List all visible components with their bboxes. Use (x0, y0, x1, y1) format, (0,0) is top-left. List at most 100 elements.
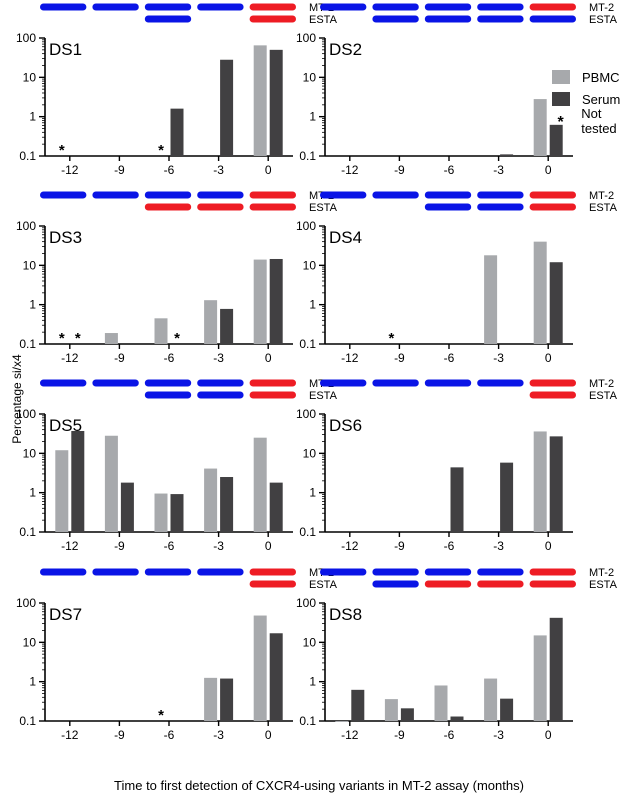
ds4-track-label-esta: ESTA (589, 202, 618, 214)
ds4-x-tick-label: 0 (545, 351, 552, 365)
ds3-serum-bar (220, 308, 234, 344)
ds1-x-tick-label: 0 (265, 163, 272, 177)
ds8-track-label-mt2: MT-2 (589, 567, 614, 579)
ds4-y-tick-label: 100 (296, 219, 316, 233)
ds2-track-label-mt2: MT-2 (589, 2, 614, 14)
ds1-pbmc-bar (253, 45, 267, 156)
ds4-x-tick-label: -9 (394, 351, 405, 365)
ds6-serum-bar (500, 462, 514, 532)
ds1-y-tick-label: 1 (29, 110, 36, 124)
ds3-y-tick-label: 10 (23, 258, 37, 272)
ds7-track-mt2-segment (92, 568, 139, 576)
legend-label-pbmc: PBMC (582, 69, 620, 85)
ds6-pbmc-bar (533, 431, 547, 532)
ds8-serum-bar (500, 698, 514, 721)
ds8-track-esta-segment (372, 580, 419, 588)
ds7-x-tick-label: 0 (265, 728, 272, 742)
ds4-y-tick-label: 1 (309, 298, 316, 312)
ds6-track-mt2-segment (424, 379, 472, 387)
ds5-panel-title: DS5 (49, 416, 82, 435)
ds5-serum-bar (71, 430, 85, 532)
legend-item-not-tested: * Not tested (552, 106, 638, 136)
ds1-y-tick-label: 100 (16, 31, 36, 45)
ds5-track-esta-segment (249, 391, 296, 399)
ds1-serum-bar (170, 108, 184, 156)
not-tested-star-icon: * (557, 114, 564, 131)
ds1-track-esta-segment (144, 15, 192, 23)
ds7-serum-bar (269, 633, 283, 721)
ds4-track-mt2-segment (477, 191, 524, 199)
legend-label-serum: Serum (582, 91, 621, 107)
ds2-track-mt2-segment (477, 3, 524, 11)
ds7-pbmc-bar (204, 677, 218, 721)
ds5-x-tick-label: -9 (114, 539, 125, 553)
ds4-not-tested-star: * (388, 330, 394, 347)
ds2-y-tick-label: 100 (296, 31, 316, 45)
ds5-track-mt2-segment (92, 379, 139, 387)
ds7-y-tick-label: 1 (29, 675, 36, 689)
ds8-pbmc-bar (335, 721, 349, 722)
ds1-panel-title: DS1 (49, 40, 82, 59)
ds3-track-esta-segment (144, 203, 192, 211)
ds2-x-tick-label: 0 (545, 163, 552, 177)
ds3-pbmc-bar (204, 300, 218, 344)
ds5-serum-bar (220, 477, 234, 532)
ds5-y-tick-label: 100 (16, 407, 36, 421)
ds4-x-tick-label: -12 (341, 351, 359, 365)
ds8-x-tick-label: 0 (545, 728, 552, 742)
ds2-track-esta-segment (424, 15, 472, 23)
ds2-serum-bar (549, 124, 563, 156)
ds3-track-esta-segment (197, 203, 244, 211)
ds7-track-label-esta: ESTA (309, 579, 338, 591)
ds6-track-mt2-segment (477, 379, 524, 387)
ds7-track-mt2-segment (249, 568, 296, 576)
ds3-y-tick-label: 0.1 (19, 337, 36, 351)
ds1-serum-bar (220, 59, 234, 156)
ds6-x-tick-label: -9 (394, 539, 405, 553)
ds6-track-label-mt2: MT-2 (589, 378, 614, 390)
ds8-pbmc-bar (434, 685, 448, 721)
x-axis-label: Time to first detection of CXCR4-using v… (114, 778, 524, 793)
ds7-x-tick-label: -6 (164, 728, 175, 742)
ds3-pbmc-bar (253, 259, 267, 344)
ds4-panel-title: DS4 (329, 228, 362, 247)
ds8-serum-bar (450, 716, 464, 721)
ds8-track-mt2-segment (320, 568, 367, 576)
ds4-track-esta-segment (477, 203, 524, 211)
ds1-track-mt2-segment (197, 3, 244, 11)
ds3-x-tick-label: -6 (164, 351, 175, 365)
ds8-track-esta-segment (477, 580, 524, 588)
ds6-y-tick-label: 100 (296, 407, 316, 421)
legend-item-serum: Serum (552, 88, 638, 110)
ds6-x-tick-label: -12 (341, 539, 359, 553)
ds5-x-tick-label: -3 (213, 539, 224, 553)
ds7-x-tick-label: -9 (114, 728, 125, 742)
ds1-x-tick-label: -9 (114, 163, 125, 177)
ds6-serum-bar (549, 436, 563, 532)
ds2-track-label-esta: ESTA (589, 14, 618, 26)
ds1-track-label-esta: ESTA (309, 14, 338, 26)
ds2-track-mt2-segment (320, 3, 367, 11)
ds2-y-tick-label: 0.1 (299, 149, 316, 163)
ds2-x-tick-label: -9 (394, 163, 405, 177)
ds5-y-tick-label: 1 (29, 486, 36, 500)
ds2-panel-title: DS2 (329, 40, 362, 59)
ds8-serum-bar (549, 617, 563, 721)
legend: PBMC Serum * Not tested (552, 66, 638, 136)
ds3-y-tick-label: 100 (16, 219, 36, 233)
ds7-track-mt2-segment (197, 568, 244, 576)
ds2-track-esta-segment (477, 15, 524, 23)
ds8-track-label-esta: ESTA (589, 579, 618, 591)
ds3-x-tick-label: -3 (213, 351, 224, 365)
ds3-track-label-esta: ESTA (309, 202, 338, 214)
ds1-track-esta-segment (249, 15, 296, 23)
ds4-pbmc-bar (533, 241, 547, 344)
ds3-pbmc-bar (104, 333, 118, 344)
ds8-track-mt2-segment (424, 568, 472, 576)
ds7-not-tested-star: * (158, 707, 164, 724)
legend-swatch-pbmc (552, 70, 570, 84)
ds8-track-mt2-segment (477, 568, 524, 576)
ds5-track-mt2-segment (197, 379, 244, 387)
ds2-x-tick-label: -12 (341, 163, 359, 177)
ds4-track-esta-segment (424, 203, 472, 211)
